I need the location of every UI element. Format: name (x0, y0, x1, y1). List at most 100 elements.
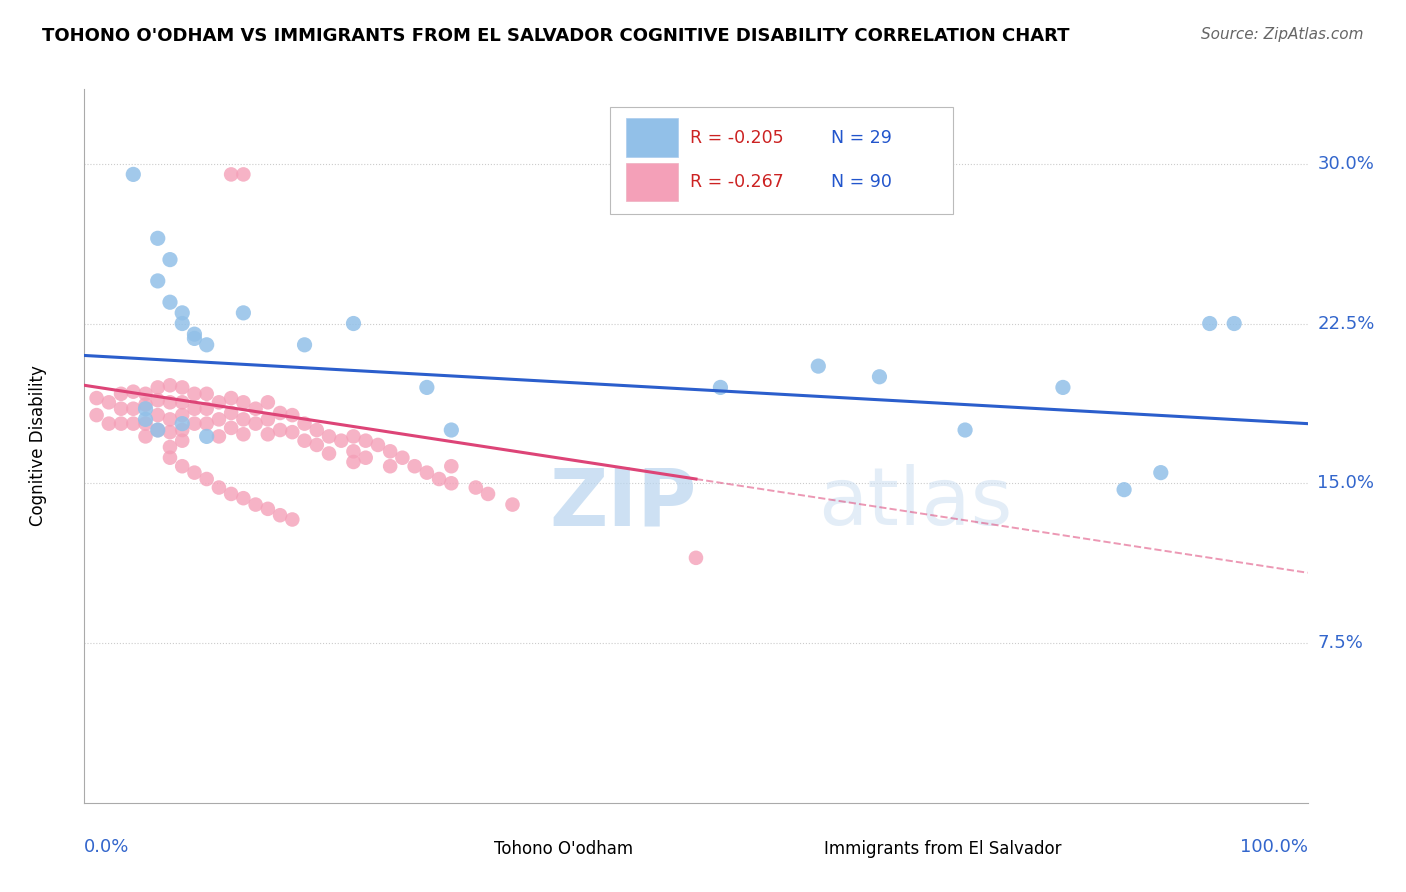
Point (110, 417, 132, 431)
Point (416, 380, 439, 394)
Point (318, 446, 340, 460)
Point (269, 423, 291, 437)
Point (380, 444, 402, 458)
Text: N = 29: N = 29 (831, 128, 891, 146)
Point (1198, 317, 1220, 331)
Point (281, 425, 304, 439)
Point (97, 395, 120, 409)
Point (219, 421, 242, 435)
Point (208, 412, 231, 426)
Point (183, 386, 205, 401)
Point (257, 427, 280, 442)
Point (219, 168, 242, 182)
Text: ZIP: ZIP (550, 464, 696, 542)
Point (318, 429, 340, 443)
Point (257, 501, 280, 516)
Point (440, 476, 463, 491)
Point (281, 408, 304, 422)
Text: N = 90: N = 90 (831, 173, 891, 191)
Point (232, 395, 254, 409)
Point (281, 512, 304, 526)
Point (159, 412, 181, 426)
Point (172, 395, 194, 409)
Point (953, 423, 976, 437)
Point (685, 550, 707, 565)
Point (195, 386, 218, 401)
Point (232, 412, 254, 426)
Point (122, 168, 145, 182)
Point (195, 338, 218, 352)
Text: atlas: atlas (818, 464, 1012, 542)
Point (146, 423, 169, 437)
Point (427, 472, 450, 486)
Point (245, 417, 267, 431)
Point (294, 338, 316, 352)
Point (195, 429, 218, 443)
Point (330, 434, 353, 448)
Point (159, 425, 181, 439)
Point (367, 438, 389, 452)
Point (342, 455, 364, 469)
Point (146, 380, 169, 394)
Point (159, 440, 181, 454)
Point (172, 459, 194, 474)
Point (146, 231, 169, 245)
FancyBboxPatch shape (626, 119, 678, 157)
Point (183, 401, 205, 416)
Point (183, 466, 205, 480)
Point (464, 481, 486, 495)
Point (502, 498, 524, 512)
Point (257, 395, 280, 409)
Point (97, 417, 120, 431)
Text: 15.0%: 15.0% (1317, 475, 1375, 492)
Point (172, 408, 194, 422)
Text: Immigrants from El Salvador: Immigrants from El Salvador (824, 840, 1062, 858)
FancyBboxPatch shape (626, 162, 678, 202)
Point (232, 427, 254, 442)
Point (219, 391, 242, 405)
Point (122, 401, 145, 416)
Point (135, 386, 157, 401)
Point (416, 466, 439, 480)
Point (208, 481, 231, 495)
FancyBboxPatch shape (779, 835, 814, 863)
Point (159, 378, 181, 392)
Point (354, 450, 377, 465)
Point (208, 395, 231, 409)
Point (245, 401, 267, 416)
Point (172, 306, 194, 320)
Point (380, 459, 402, 474)
Point (146, 393, 169, 408)
Point (354, 434, 377, 448)
Point (807, 359, 830, 373)
Text: 7.5%: 7.5% (1317, 634, 1364, 652)
Point (122, 384, 145, 399)
Point (219, 487, 242, 501)
Text: R = -0.267: R = -0.267 (690, 173, 783, 191)
Point (404, 459, 426, 474)
Point (869, 369, 891, 384)
Point (245, 498, 267, 512)
Point (257, 412, 280, 426)
Point (110, 401, 132, 416)
Point (122, 417, 145, 431)
Point (146, 423, 169, 437)
Point (172, 417, 194, 431)
Point (195, 417, 218, 431)
Point (172, 434, 194, 448)
FancyBboxPatch shape (610, 107, 953, 214)
Point (1223, 317, 1246, 331)
Point (172, 317, 194, 331)
Point (232, 491, 254, 506)
Point (172, 380, 194, 394)
Point (195, 401, 218, 416)
Point (477, 487, 499, 501)
Point (269, 508, 291, 523)
Point (709, 380, 731, 394)
Point (269, 406, 291, 420)
Text: 100.0%: 100.0% (1240, 838, 1308, 856)
Point (135, 417, 157, 431)
Point (1150, 466, 1173, 480)
Point (208, 429, 231, 443)
Point (195, 472, 218, 486)
